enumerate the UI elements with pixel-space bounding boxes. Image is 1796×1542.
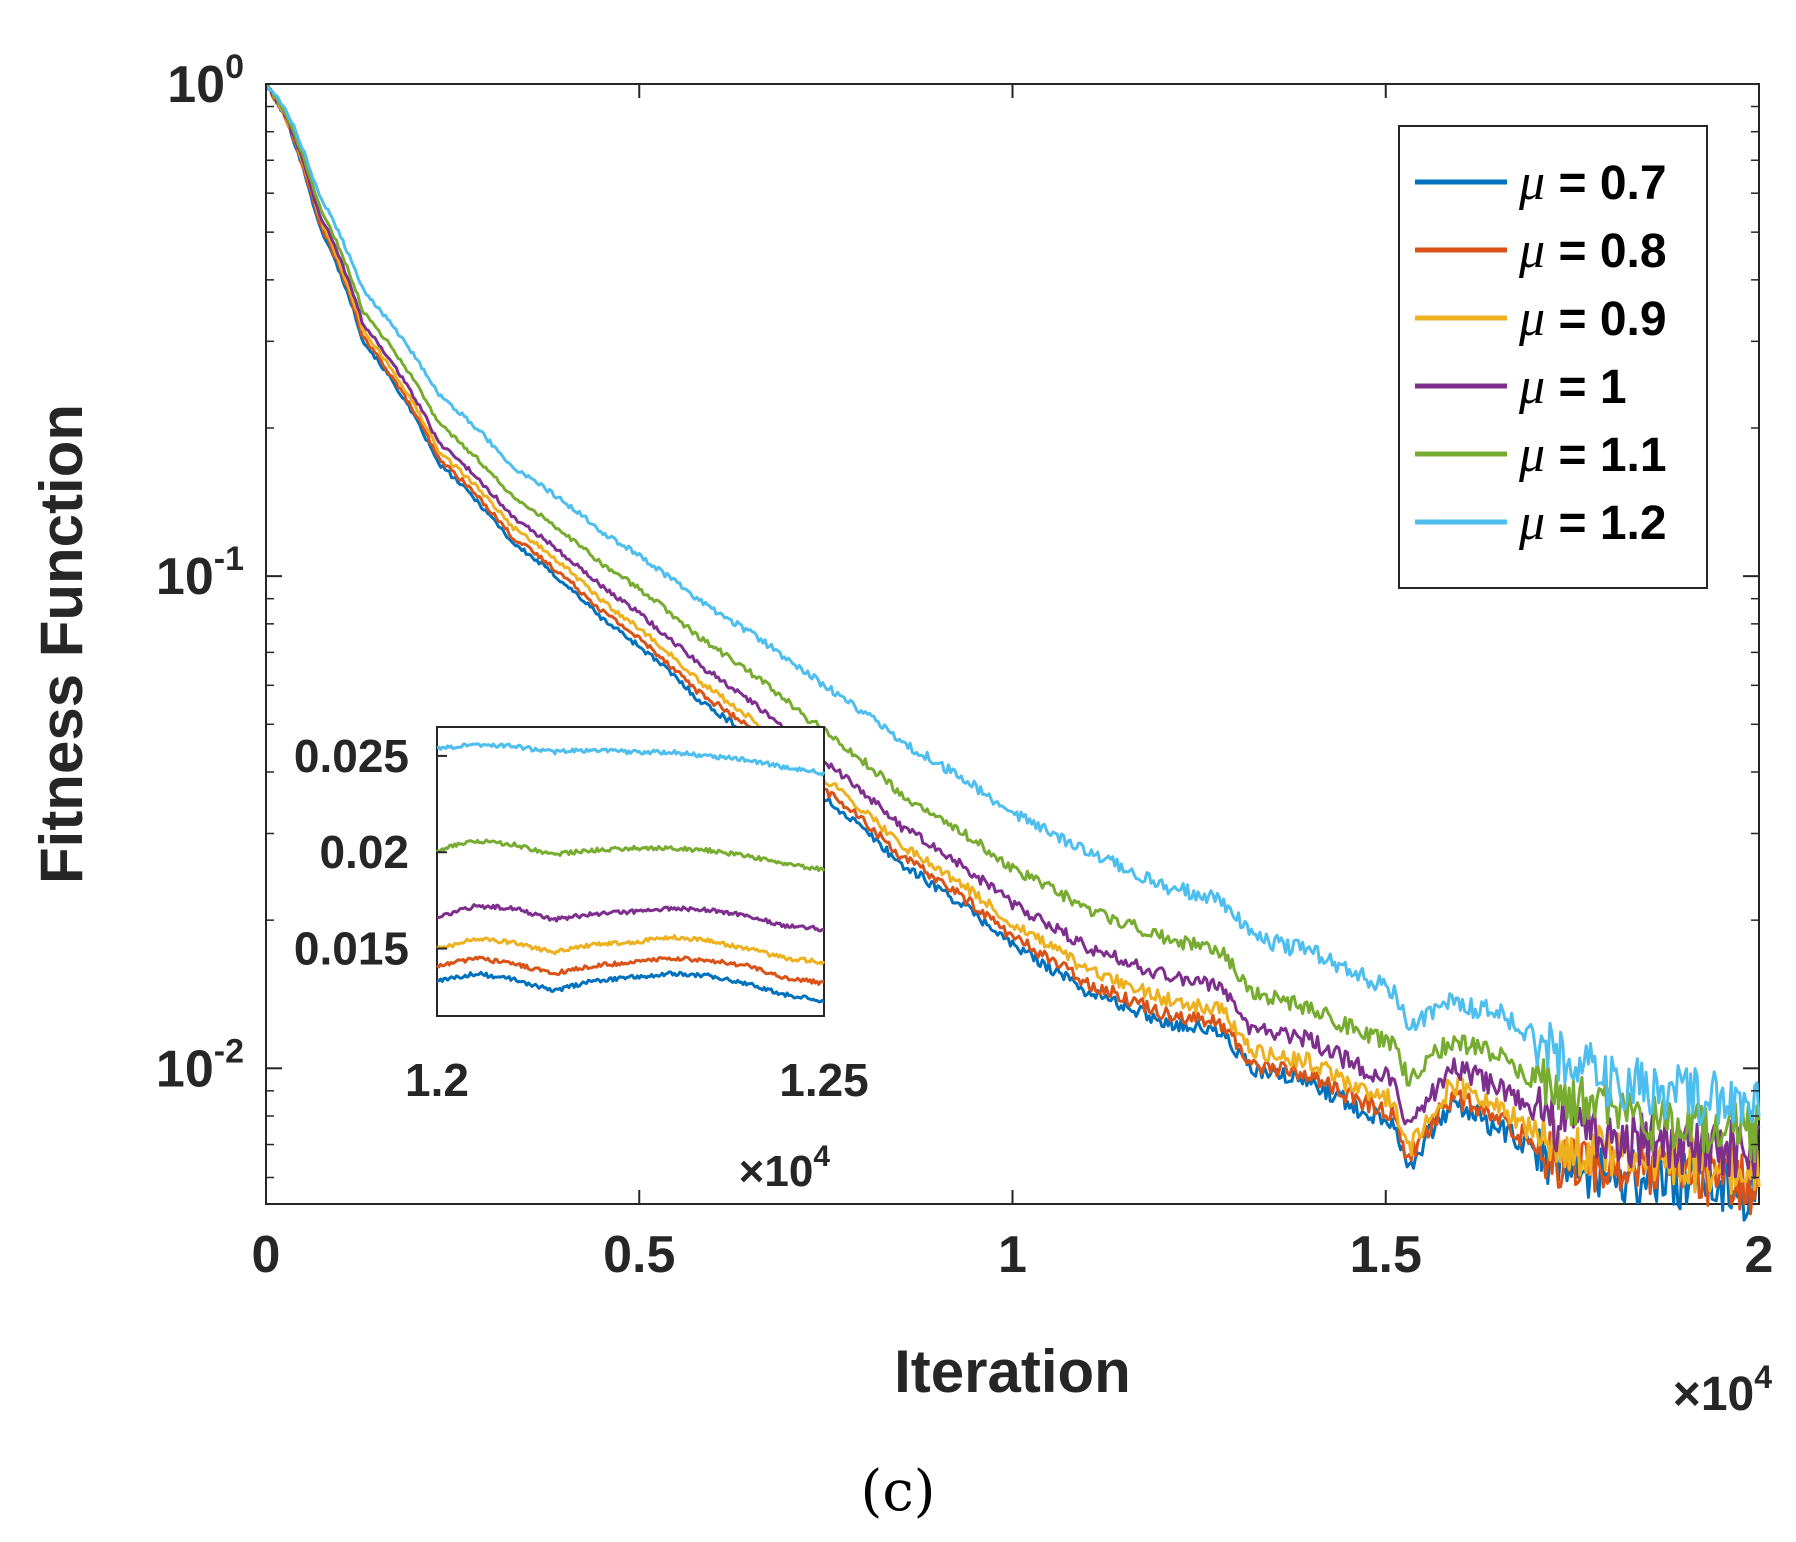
y-tick-label-base: 10: [156, 1040, 214, 1098]
x-tick-label: 0.5: [603, 1226, 675, 1284]
inset-series-line-2: [436, 934, 826, 966]
main-series-line-2: [264, 83, 1761, 1195]
y-axis-title: Fitness Function: [28, 404, 95, 884]
x-axis-title: Iteration: [894, 1338, 1131, 1405]
y-tick-label-exponent: -2: [214, 1032, 244, 1070]
inset-series-line-1: [436, 955, 825, 986]
legend-value: = 1.1: [1545, 429, 1666, 482]
x-tick-label: 0: [252, 1226, 281, 1284]
legend-value: = 1: [1545, 361, 1626, 414]
legend-value: = 0.8: [1545, 225, 1666, 278]
legend-label-0: μ = 0.7: [1518, 154, 1667, 211]
legend-items: μ = 0.7μ = 0.8μ = 0.9μ = 1μ = 1.1μ = 1.2: [1415, 154, 1667, 551]
inset-tick-label-group: 1.2 1.25 0.025 0.02 0.015: [294, 730, 869, 1106]
inset-plot: 1.2 1.25 0.025 0.02 0.015 ×104: [294, 726, 869, 1196]
y-tick-label-exponent: 0: [225, 48, 244, 86]
legend-label-2: μ = 0.9: [1518, 290, 1667, 347]
inset-y-tick-label: 0.015: [294, 923, 409, 975]
legend-value: = 0.7: [1545, 157, 1666, 210]
x-axis-multiplier-base: ×10: [1673, 1368, 1754, 1421]
y-tick-label-exponent: -1: [214, 540, 244, 578]
legend-label-1: μ = 0.8: [1518, 222, 1667, 279]
y-tick-label-base: 10: [167, 56, 225, 114]
legend-value: = 0.9: [1545, 293, 1666, 346]
main-series-line-3: [264, 84, 1761, 1180]
inset-x-tick-label: 1.25: [779, 1054, 869, 1106]
legend-mu-symbol: μ: [1518, 290, 1545, 347]
inset-series-line-5: [436, 742, 826, 777]
x-tick-label: 1: [998, 1226, 1027, 1284]
main-series-line-1: [265, 83, 1761, 1216]
main-series-line-5: [264, 83, 1761, 1127]
legend-label-3: μ = 1: [1518, 358, 1627, 415]
inset-x-axis-multiplier-exponent: 4: [813, 1140, 830, 1173]
legend-label-4: μ = 1.1: [1518, 426, 1667, 483]
inset-tick-group: [436, 754, 825, 1016]
y-tick-label: 100: [167, 48, 244, 114]
main-tick-group: [265, 83, 1760, 1204]
legend-mu-symbol: μ: [1518, 154, 1545, 211]
y-tick-label-base: 10: [156, 548, 214, 606]
legend-mu-symbol: μ: [1518, 222, 1545, 279]
y-tick-label: 10-2: [156, 1032, 244, 1098]
main-series-line-4: [265, 83, 1761, 1164]
inset-x-axis-multiplier-base: ×10: [739, 1147, 814, 1196]
inset-series-line-4: [435, 838, 826, 873]
x-tick-label: 1.5: [1350, 1226, 1422, 1284]
legend-box: [1398, 125, 1708, 589]
legend-mu-symbol: μ: [1518, 494, 1545, 551]
x-axis-multiplier: ×104: [1673, 1359, 1772, 1421]
legend-mu-symbol: μ: [1518, 426, 1545, 483]
y-tick-label: 10-1: [156, 540, 244, 606]
legend-mu-symbol: μ: [1518, 358, 1545, 415]
inset-y-tick-label: 0.025: [294, 730, 409, 782]
x-tick-label: 2: [1745, 1226, 1774, 1284]
inset-series-line-3: [436, 903, 825, 933]
main-series-group: [264, 83, 1761, 1222]
inset-series-group: [435, 742, 826, 1004]
inset-series-line-0: [436, 970, 825, 1004]
inset-y-tick-label: 0.02: [319, 826, 409, 878]
legend-value: = 1.2: [1545, 497, 1666, 550]
figure-caption: (c): [860, 1459, 935, 1524]
legend-label-5: μ = 1.2: [1518, 494, 1667, 551]
legend: μ = 0.7μ = 0.8μ = 0.9μ = 1μ = 1.1μ = 1.2: [1398, 125, 1708, 589]
inset-x-tick-label: 1.2: [405, 1054, 469, 1106]
x-axis-multiplier-exponent: 4: [1754, 1359, 1772, 1395]
inset-x-axis-multiplier: ×104: [739, 1140, 831, 1196]
